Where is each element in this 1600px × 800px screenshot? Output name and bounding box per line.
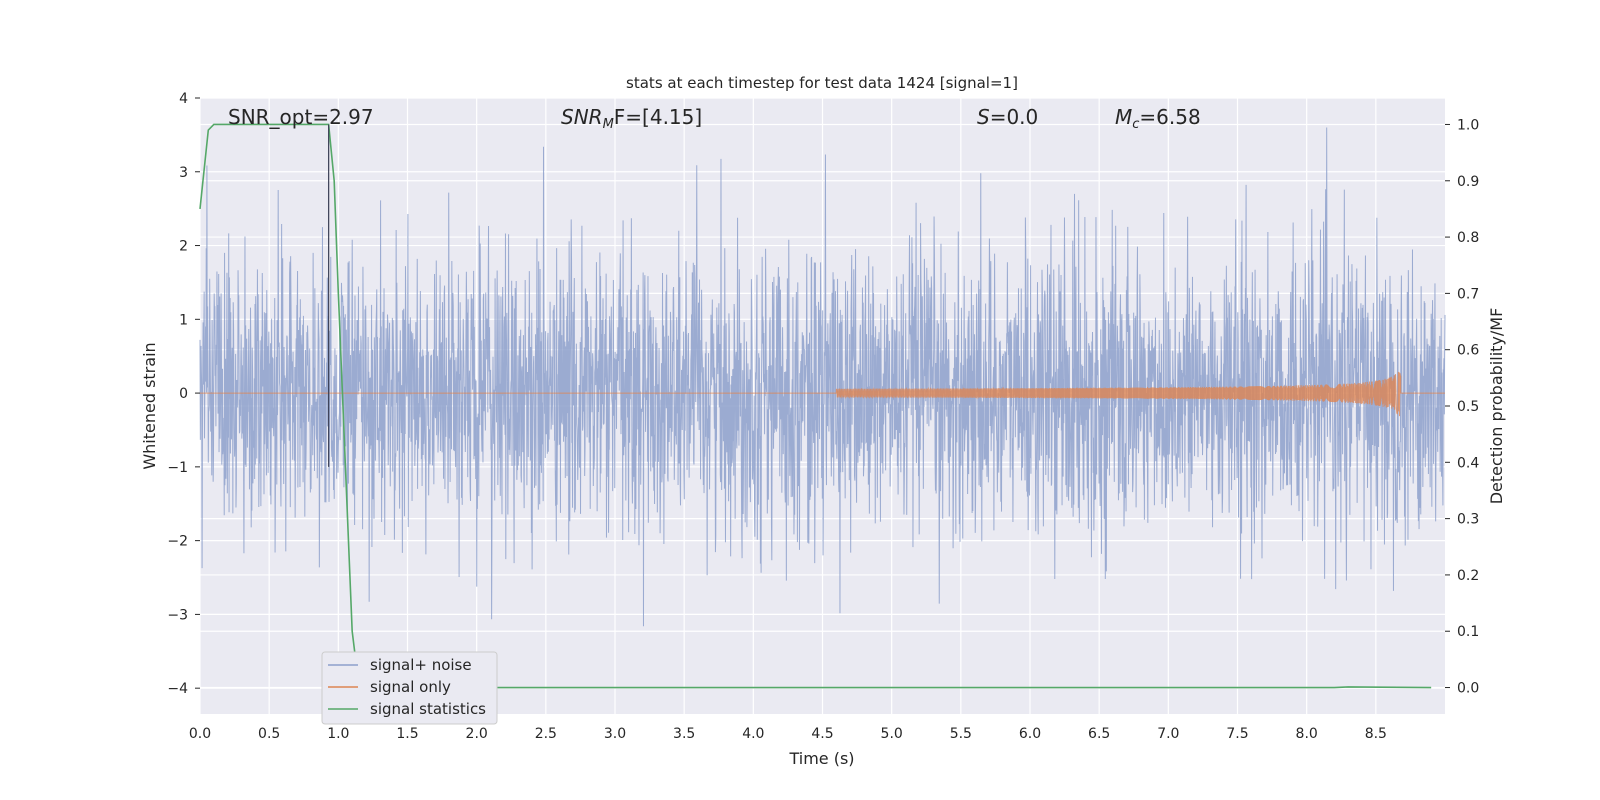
- x-tick-label: 6.0: [1019, 726, 1041, 742]
- x-tick-label: 7.5: [1226, 726, 1248, 742]
- y2-tick-label: 0.5: [1457, 399, 1479, 415]
- y2-tick-label: 1.0: [1457, 117, 1479, 133]
- x-tick-label: 5.5: [950, 726, 972, 742]
- signal-only-line: [200, 371, 1445, 417]
- x-tick-labels: 0.0 0.5 1.0 1.5 2.0 2.5 3.0 3.5 4.0 4.5 5.0 5.5 6.0 6…: [189, 726, 1387, 742]
- x-tick-label: 8.5: [1365, 726, 1387, 742]
- legend: signal+ noise signal only signal statist…: [321, 651, 498, 725]
- y2-tick-label: 0.0: [1457, 681, 1479, 697]
- x-tick-label: 2.5: [535, 726, 557, 742]
- y2-tick-label: 0.7: [1457, 286, 1479, 302]
- y-tick-label: −1: [167, 460, 188, 476]
- y2-tick-label: 0.2: [1457, 568, 1479, 584]
- x-tick-label: 2.0: [466, 726, 488, 742]
- y-axis-label: Whitened strain: [140, 342, 159, 469]
- legend-label-signal-only: signal only: [370, 678, 451, 696]
- y-tick-label: 4: [179, 91, 188, 107]
- snr-opt-annotation: SNR_opt=2.97: [228, 105, 374, 129]
- signal-statistics-series: [199, 123, 1432, 689]
- mc-annotation: Mc=6.58: [1115, 105, 1201, 132]
- s-annotation: S=0.0: [977, 105, 1038, 129]
- y-tick-label: 2: [179, 239, 188, 255]
- y2-tick-label: 0.9: [1457, 174, 1479, 190]
- signal-noise-line: [199, 127, 1446, 627]
- signal-noise-series: [199, 127, 1446, 627]
- x-tick-label: 0.5: [258, 726, 280, 742]
- x-tick-label: 4.0: [742, 726, 764, 742]
- y-tick-label: 0: [179, 386, 188, 402]
- y2-tick-label: 0.1: [1457, 624, 1479, 640]
- y2-tick-labels: 1.0 0.9 0.8 0.7 0.6 0.5 0.4 0.3 0.2 0.1 0.0: [1445, 117, 1479, 697]
- x-tick-label: 4.5: [811, 726, 833, 742]
- x-tick-label: 8.0: [1296, 726, 1318, 742]
- y-tick-label: −4: [167, 681, 188, 697]
- x-tick-label: 1.5: [396, 726, 418, 742]
- x-tick-label: 7.0: [1157, 726, 1179, 742]
- signal-statistics-line: [199, 123, 1432, 689]
- y-tick-label: 3: [179, 165, 188, 181]
- y-tick-label: −3: [167, 607, 188, 623]
- snr-mf-annotation: SNRMF=[4.15]: [561, 105, 702, 132]
- signal-only-series: [200, 371, 1445, 417]
- y2-tick-label: 0.8: [1457, 230, 1479, 246]
- x-tick-label: 1.0: [327, 726, 349, 742]
- y2-axis-label: Detection probability/MF: [1487, 308, 1506, 505]
- x-tick-label: 3.0: [604, 726, 626, 742]
- x-tick-label: 5.0: [881, 726, 903, 742]
- y-tick-label: −2: [167, 534, 188, 550]
- x-tick-label: 6.5: [1088, 726, 1110, 742]
- chart-title: stats at each timestep for test data 142…: [626, 74, 1018, 92]
- y-tick-labels: 4 3 2 1 0 −1 −2 −3 −4: [167, 91, 200, 697]
- legend-label-signal-noise: signal+ noise: [370, 656, 472, 674]
- legend-label-signal-statistics: signal statistics: [370, 700, 486, 718]
- y2-tick-label: 0.3: [1457, 512, 1479, 528]
- y-tick-label: 1: [179, 312, 188, 328]
- y2-tick-label: 0.6: [1457, 343, 1479, 359]
- legend-box: [321, 651, 498, 725]
- x-tick-label: 3.5: [673, 726, 695, 742]
- x-axis-label: Time (s): [788, 749, 854, 768]
- x-tick-label: 0.0: [189, 726, 211, 742]
- y2-tick-label: 0.4: [1457, 455, 1479, 471]
